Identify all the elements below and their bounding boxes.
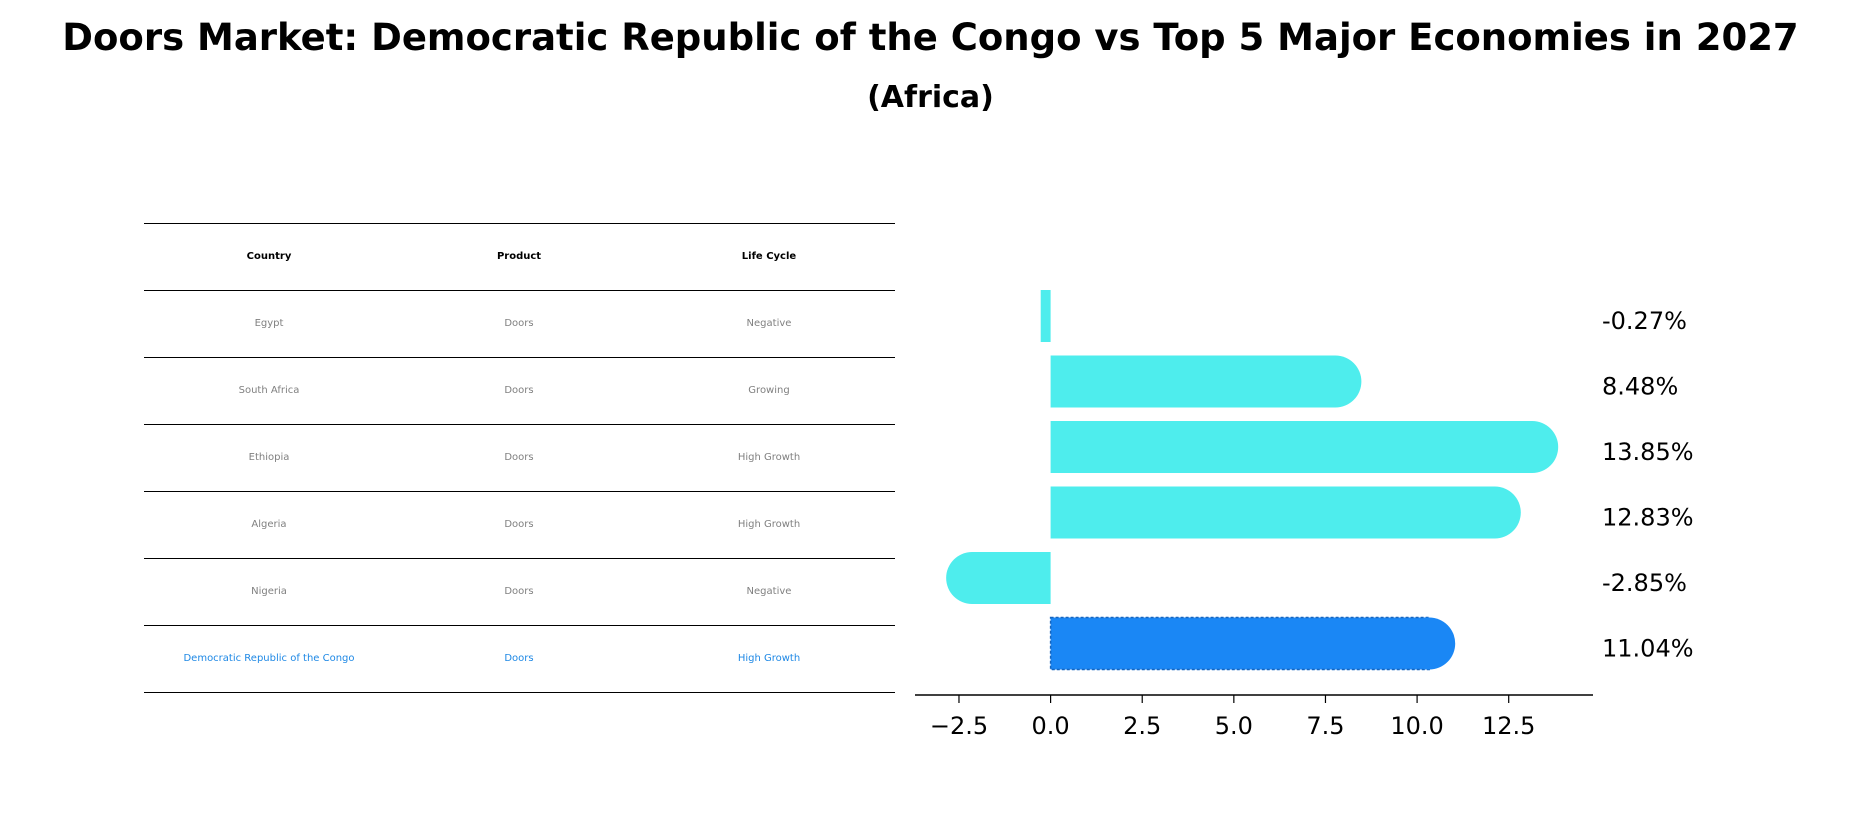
table-rule — [144, 692, 895, 693]
table-cell: Negative — [746, 585, 792, 597]
bar — [946, 552, 1051, 604]
table-cell: Doors — [504, 317, 534, 329]
bar — [1050, 355, 1362, 408]
bar — [1049, 616, 1456, 671]
table-rule — [144, 491, 895, 492]
table-cell: Democratic Republic of the Congo — [183, 652, 355, 664]
x-tick-label: 7.5 — [1306, 712, 1344, 740]
table-cell: High Growth — [737, 451, 801, 463]
bar — [1050, 486, 1521, 539]
chart-title: Doors Market: Democratic Republic of the… — [62, 16, 1799, 59]
bar-value-label: -2.85% — [1602, 569, 1687, 597]
table-rule — [144, 357, 895, 358]
bar — [1040, 290, 1051, 342]
table-cell: Doors — [504, 451, 534, 463]
table-rule — [144, 424, 895, 425]
bar-value-label: -0.27% — [1602, 307, 1687, 335]
table-cell: Ethiopia — [248, 451, 290, 463]
table-cell: Doors — [504, 518, 534, 530]
bar-value-label: 8.48% — [1602, 373, 1678, 401]
table-cell: Egypt — [254, 317, 284, 329]
bar-value-label: 12.83% — [1602, 504, 1694, 532]
bar-value-label: 13.85% — [1602, 438, 1694, 466]
table-cell: Algeria — [251, 518, 287, 530]
x-tick-label: 12.5 — [1482, 712, 1535, 740]
x-tick-label: 0.0 — [1032, 712, 1070, 740]
x-tick-label: 10.0 — [1390, 712, 1443, 740]
x-tick-label: −2.5 — [930, 712, 988, 740]
table-header-cell: Product — [496, 250, 542, 262]
table-cell: Nigeria — [251, 585, 287, 597]
table-rule — [144, 558, 895, 559]
x-tick-label: 2.5 — [1123, 712, 1161, 740]
table-rule — [144, 223, 895, 224]
table-header-cell: Life Cycle — [741, 250, 797, 262]
bar — [1050, 421, 1559, 473]
table-cell: Negative — [746, 317, 792, 329]
table-cell: Doors — [504, 652, 534, 664]
table-cell: South Africa — [238, 384, 300, 396]
table-cell: Doors — [504, 585, 534, 597]
table-rule — [144, 290, 895, 291]
table-cell: High Growth — [737, 652, 801, 664]
x-tick-label: 5.0 — [1215, 712, 1253, 740]
table-cell: Doors — [504, 384, 534, 396]
table-header-cell: Country — [246, 250, 292, 262]
table-cell: High Growth — [737, 518, 801, 530]
chart-subtitle: (Africa) — [867, 80, 994, 115]
table-rule — [144, 625, 895, 626]
bar-value-label: 11.04% — [1602, 635, 1694, 663]
table-cell: Growing — [748, 384, 790, 396]
